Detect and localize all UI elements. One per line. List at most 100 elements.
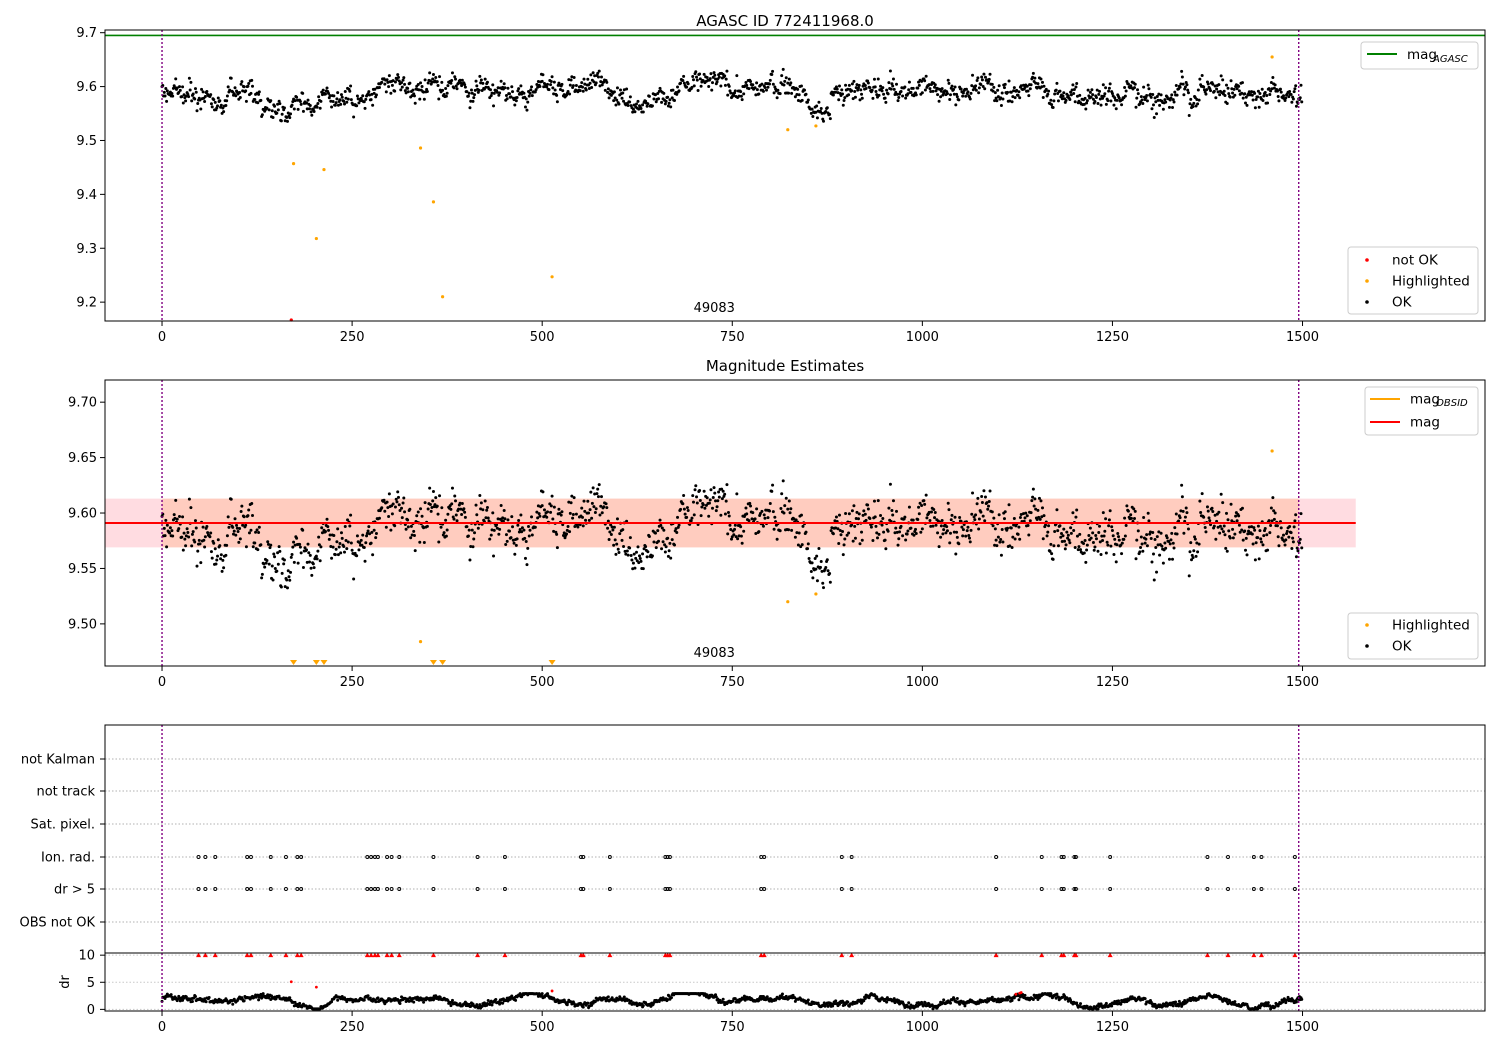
- ok-point: [209, 550, 213, 554]
- ok-point: [1089, 536, 1093, 540]
- ok-point: [953, 85, 957, 89]
- ok-point: [502, 508, 506, 512]
- ok-point: [511, 525, 515, 529]
- flag-point: [581, 855, 586, 859]
- ok-point: [1205, 88, 1209, 92]
- ok-point: [924, 74, 928, 78]
- ok-point: [1159, 93, 1163, 97]
- ok-point: [916, 517, 920, 521]
- ok-point: [1067, 538, 1071, 542]
- ok-point: [509, 95, 513, 99]
- ok-point: [1040, 506, 1044, 510]
- ok-point: [1251, 542, 1255, 546]
- ok-point: [352, 115, 356, 119]
- ok-point: [419, 507, 423, 511]
- ok-point: [831, 532, 835, 536]
- ok-point: [383, 509, 387, 513]
- ok-point: [658, 86, 662, 90]
- ok-point: [203, 95, 207, 99]
- dr-point: [885, 1000, 889, 1004]
- ok-point: [1237, 84, 1241, 88]
- ok-point: [1084, 107, 1088, 111]
- flag-point: [581, 887, 586, 891]
- ok-point: [396, 495, 400, 499]
- ok-point: [1058, 524, 1062, 528]
- ok-point: [948, 531, 952, 535]
- ok-point: [1073, 100, 1077, 104]
- ok-point: [269, 543, 273, 547]
- ok-point: [1262, 534, 1266, 538]
- dr-point: [518, 992, 522, 996]
- ok-point: [860, 530, 864, 534]
- flag-point: [667, 855, 672, 859]
- ok-point: [329, 544, 333, 548]
- ok-point: [1186, 91, 1190, 95]
- highlighted-point: [291, 162, 296, 166]
- ok-point: [856, 86, 860, 90]
- ok-point: [401, 78, 405, 82]
- ok-point: [525, 563, 529, 567]
- ok-point: [474, 503, 478, 507]
- dr-point: [1075, 1001, 1079, 1005]
- ok-point: [552, 80, 556, 84]
- ok-point: [1106, 543, 1110, 547]
- dr-outlier-point: [314, 985, 318, 989]
- ok-point: [512, 541, 516, 545]
- ok-point: [615, 86, 619, 90]
- ok-point: [1066, 94, 1070, 98]
- ok-point: [436, 512, 440, 516]
- ok-point: [1019, 84, 1023, 88]
- highlighted-point: [550, 275, 554, 279]
- ok-point: [470, 528, 474, 532]
- ok-point: [560, 510, 564, 514]
- ok-point: [1091, 93, 1095, 97]
- ok-point: [702, 72, 706, 76]
- ok-point: [358, 541, 362, 545]
- ok-point: [794, 518, 798, 522]
- ok-point: [847, 93, 851, 97]
- ok-point: [1230, 519, 1234, 523]
- ok-point: [618, 532, 622, 536]
- ok-point: [822, 119, 826, 123]
- ok-point: [1169, 96, 1173, 100]
- ok-point: [491, 83, 495, 87]
- ok-point: [631, 561, 635, 565]
- ok-point: [560, 82, 564, 86]
- ok-point: [446, 512, 450, 516]
- ok-point: [606, 87, 610, 91]
- ok-point: [1195, 98, 1199, 102]
- ok-point: [1282, 533, 1286, 537]
- flag-point: [249, 855, 253, 859]
- ok-point: [455, 519, 459, 523]
- flag-point: [1061, 887, 1066, 891]
- ok-point: [929, 510, 933, 514]
- ok-point: [602, 505, 606, 509]
- ok-point: [188, 88, 192, 92]
- ok-point: [873, 515, 877, 519]
- ok-point: [1182, 531, 1186, 535]
- ok-point: [1267, 87, 1271, 91]
- ok-point: [599, 80, 603, 84]
- ok-point: [609, 93, 613, 97]
- ok-point: [1156, 98, 1160, 102]
- ok-point: [596, 495, 600, 499]
- ok-point: [843, 96, 847, 100]
- ok-point: [886, 92, 890, 96]
- ok-point: [318, 559, 322, 563]
- ok-point: [459, 507, 463, 511]
- ok-point: [193, 87, 197, 91]
- ok-point: [293, 99, 297, 103]
- ok-point: [698, 72, 702, 76]
- ok-point: [1040, 515, 1044, 519]
- flag-point: [1205, 855, 1210, 859]
- ok-point: [663, 543, 667, 547]
- dr-point: [922, 1003, 926, 1007]
- ok-point: [1290, 546, 1294, 550]
- ok-point: [383, 82, 387, 86]
- ok-point: [292, 107, 296, 111]
- ok-point: [947, 81, 951, 85]
- ok-point: [1027, 533, 1031, 537]
- ok-point: [193, 97, 197, 101]
